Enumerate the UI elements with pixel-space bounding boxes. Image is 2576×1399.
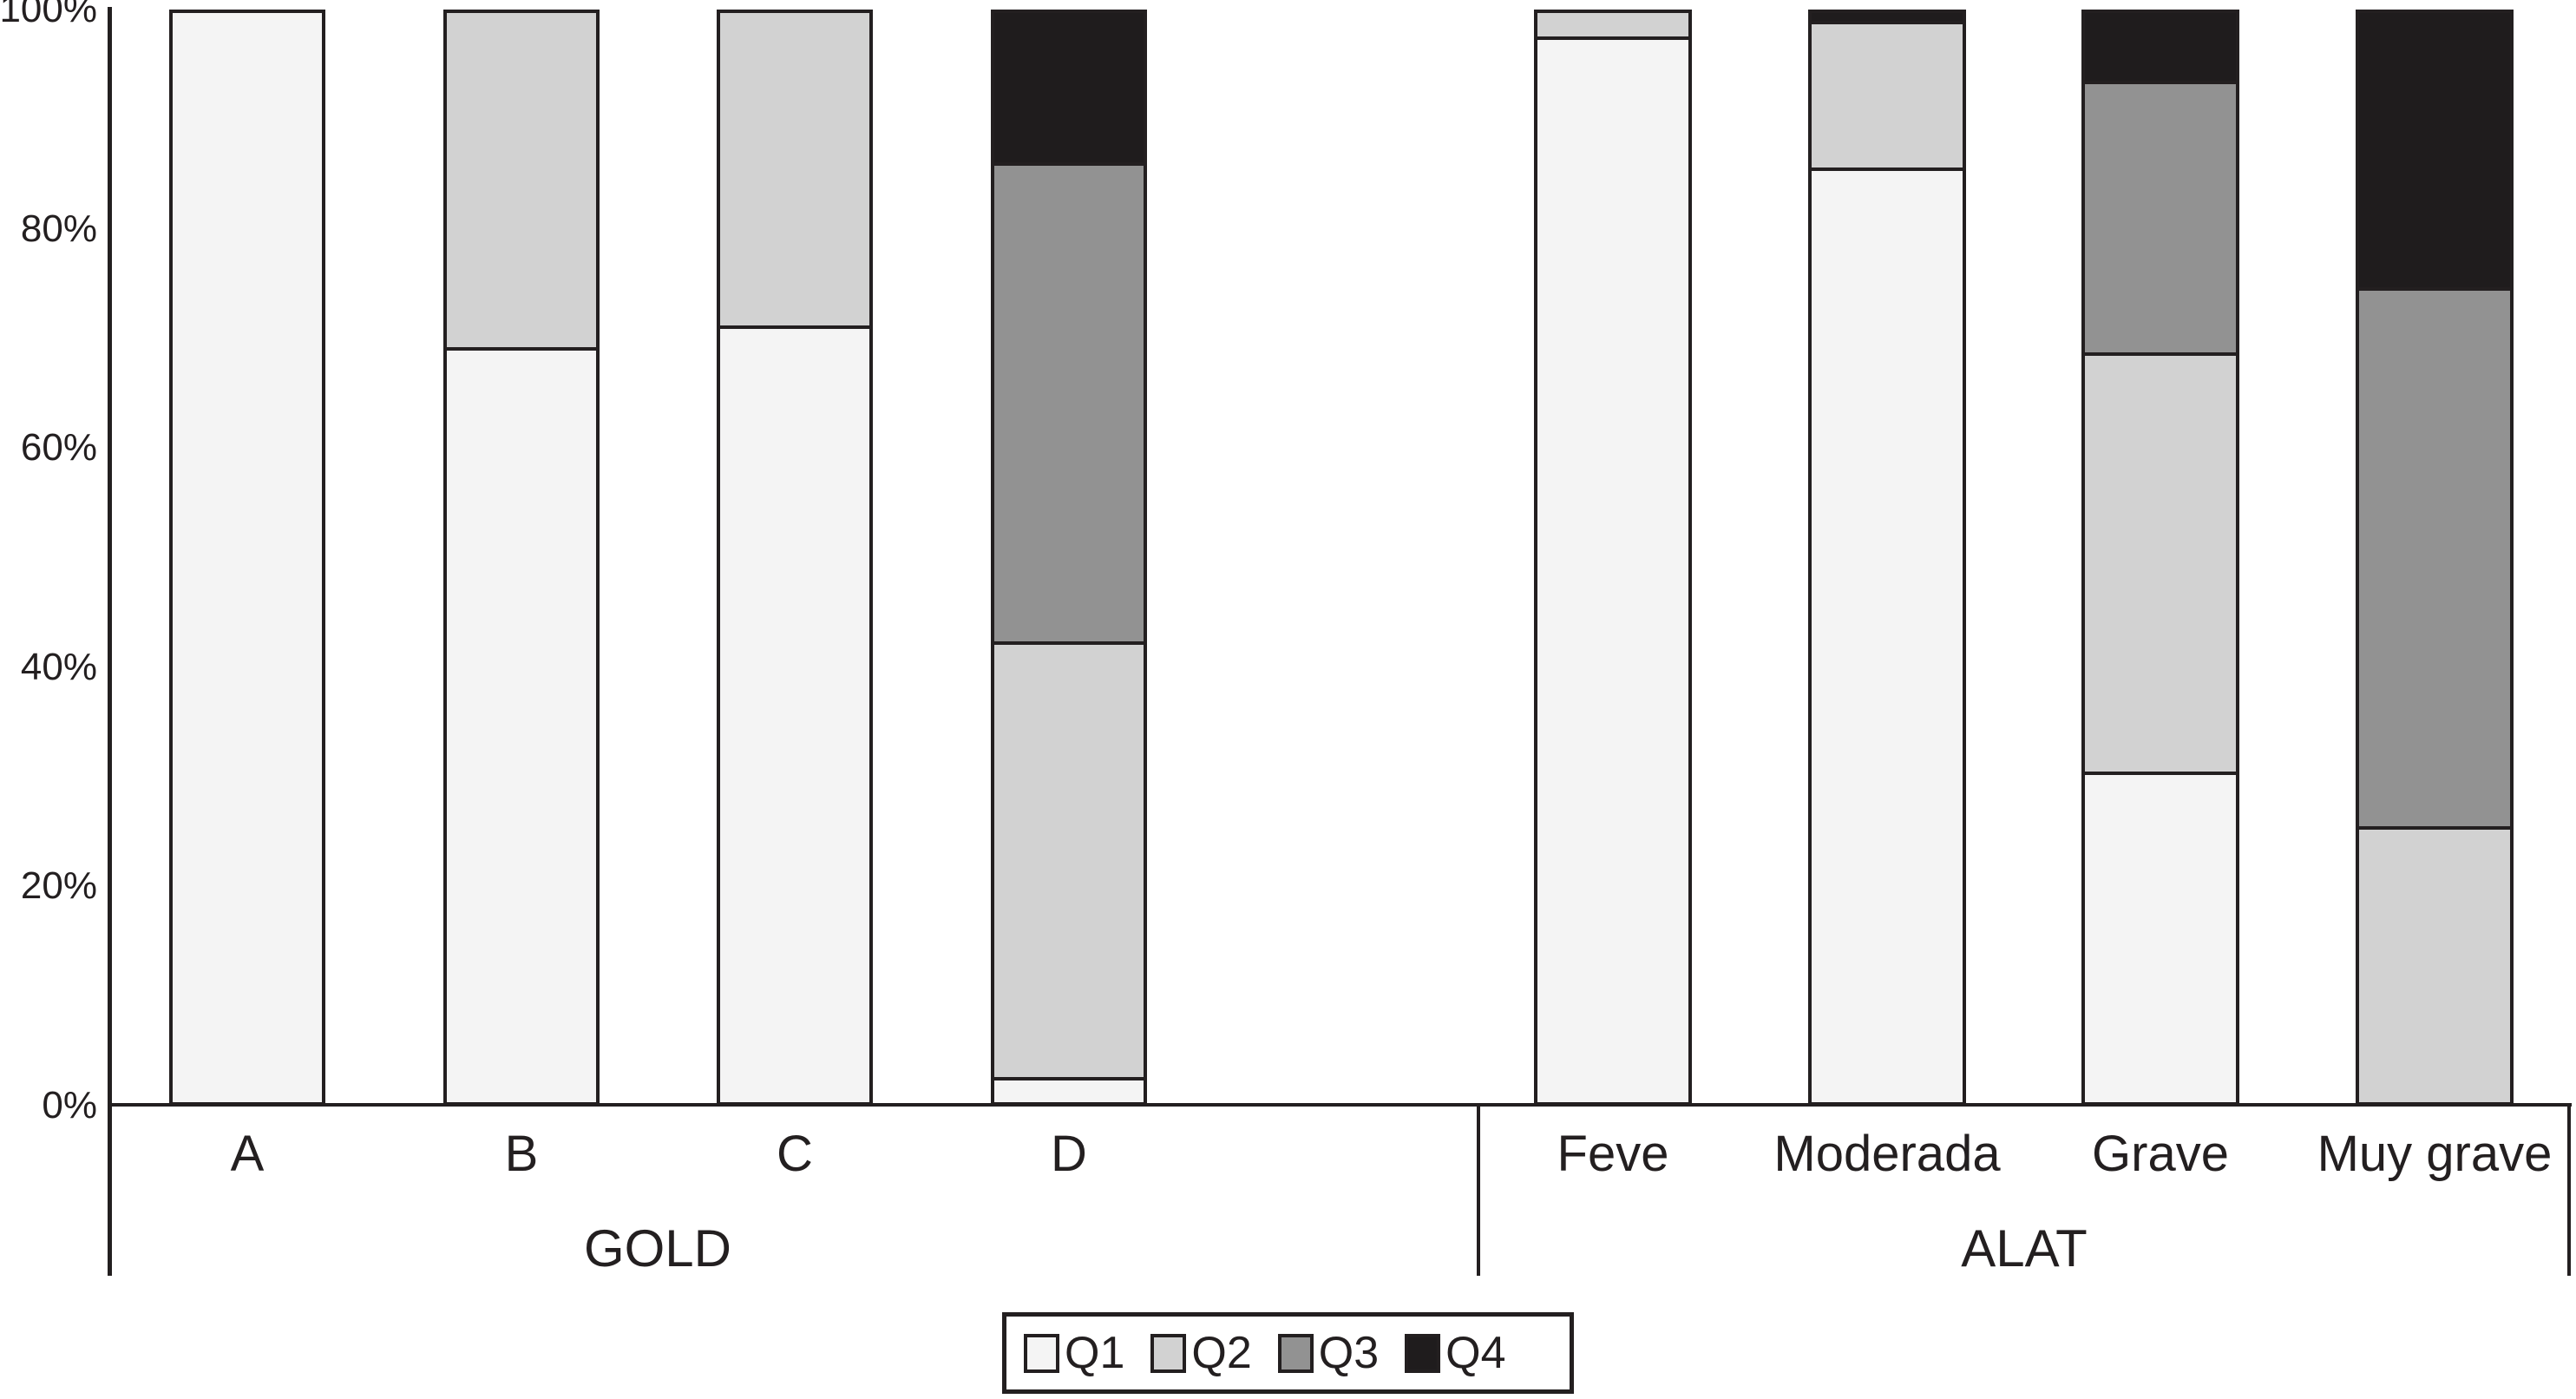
x-label-moderada: Moderada: [1773, 1126, 2001, 1182]
legend-swatch-q4: [1405, 1333, 1441, 1373]
bar-moderada: [1808, 10, 1966, 1106]
legend-label-q4: Q4: [1445, 1328, 1506, 1378]
bar-d-segment-q2: [994, 644, 1144, 1080]
legend-label-q2: Q2: [1191, 1328, 1252, 1378]
bar-grave-segment-q4: [2085, 13, 2236, 84]
x-label-muy-grave: Muy grave: [2317, 1126, 2553, 1182]
bar-moderada-segment-q1: [1812, 170, 1963, 1102]
group-label-gold: GOLD: [583, 1219, 732, 1277]
x-label-d: D: [1051, 1126, 1087, 1182]
bar-c-segment-q1: [720, 328, 869, 1102]
y-tick-label-20: 20%: [20, 864, 97, 908]
bar-muy-grave: [2356, 10, 2514, 1106]
legend-label-q3: Q3: [1318, 1328, 1380, 1378]
y-tick-label-0: 0%: [42, 1084, 97, 1126]
legend: Q1 Q2 Q3 Q4: [1002, 1312, 1574, 1394]
bar-grave-segment-q2: [2085, 356, 2236, 776]
y-tick-label-40: 40%: [20, 645, 97, 688]
bar-d-segment-q4: [994, 13, 1144, 166]
x-label-a: A: [230, 1126, 265, 1182]
y-tick-label-100: 100%: [0, 0, 97, 30]
bar-feve-segment-q2: [1537, 13, 1688, 41]
bar-feve-segment-q1: [1537, 40, 1688, 1102]
legend-swatch-q1: [1024, 1333, 1059, 1373]
bar-b-segment-q2: [447, 13, 596, 351]
y-axis-line: [108, 7, 112, 1276]
bar-d-segment-q3: [994, 165, 1144, 645]
legend-item-q2: Q2: [1150, 1328, 1252, 1378]
y-tick-label-80: 80%: [20, 207, 97, 250]
bar-d: [991, 10, 1147, 1106]
bar-d-segment-q1: [994, 1080, 1144, 1102]
legend-item-q4: Q4: [1405, 1328, 1506, 1378]
bar-moderada-segment-q4: [1812, 13, 1963, 24]
right-edge-line: [2567, 1106, 2571, 1276]
bar-b: [443, 10, 600, 1106]
x-label-grave: Grave: [2092, 1126, 2229, 1182]
bar-moderada-segment-q2: [1812, 23, 1963, 171]
bar-muy-grave-segment-q2: [2359, 830, 2510, 1102]
x-axis-baseline: [108, 1103, 2572, 1107]
legend-item-q3: Q3: [1277, 1328, 1380, 1378]
x-label-b: B: [504, 1126, 539, 1182]
bar-a: [169, 10, 325, 1106]
legend-label-q1: Q1: [1065, 1328, 1125, 1378]
bar-c: [717, 10, 873, 1106]
bar-a-segment-q1: [173, 13, 322, 1102]
x-label-feve: Feve: [1557, 1126, 1669, 1182]
gold-alat-separator-line: [1477, 1106, 1480, 1276]
bar-feve: [1534, 10, 1692, 1106]
bar-muy-grave-segment-q4: [2359, 13, 2510, 292]
legend-swatch-q2: [1150, 1333, 1187, 1373]
legend-item-q1: Q1: [1024, 1330, 1124, 1376]
bar-c-segment-q2: [720, 13, 869, 329]
bar-grave-segment-q3: [2085, 83, 2236, 357]
group-label-alat: ALAT: [1961, 1219, 2088, 1277]
bar-grave-segment-q1: [2085, 775, 2236, 1102]
bar-muy-grave-segment-q3: [2359, 291, 2510, 831]
x-label-c: C: [777, 1126, 813, 1182]
y-tick-label-60: 60%: [20, 426, 97, 470]
legend-swatch-q3: [1277, 1333, 1314, 1373]
bar-b-segment-q1: [447, 351, 596, 1102]
bar-grave: [2081, 10, 2239, 1106]
